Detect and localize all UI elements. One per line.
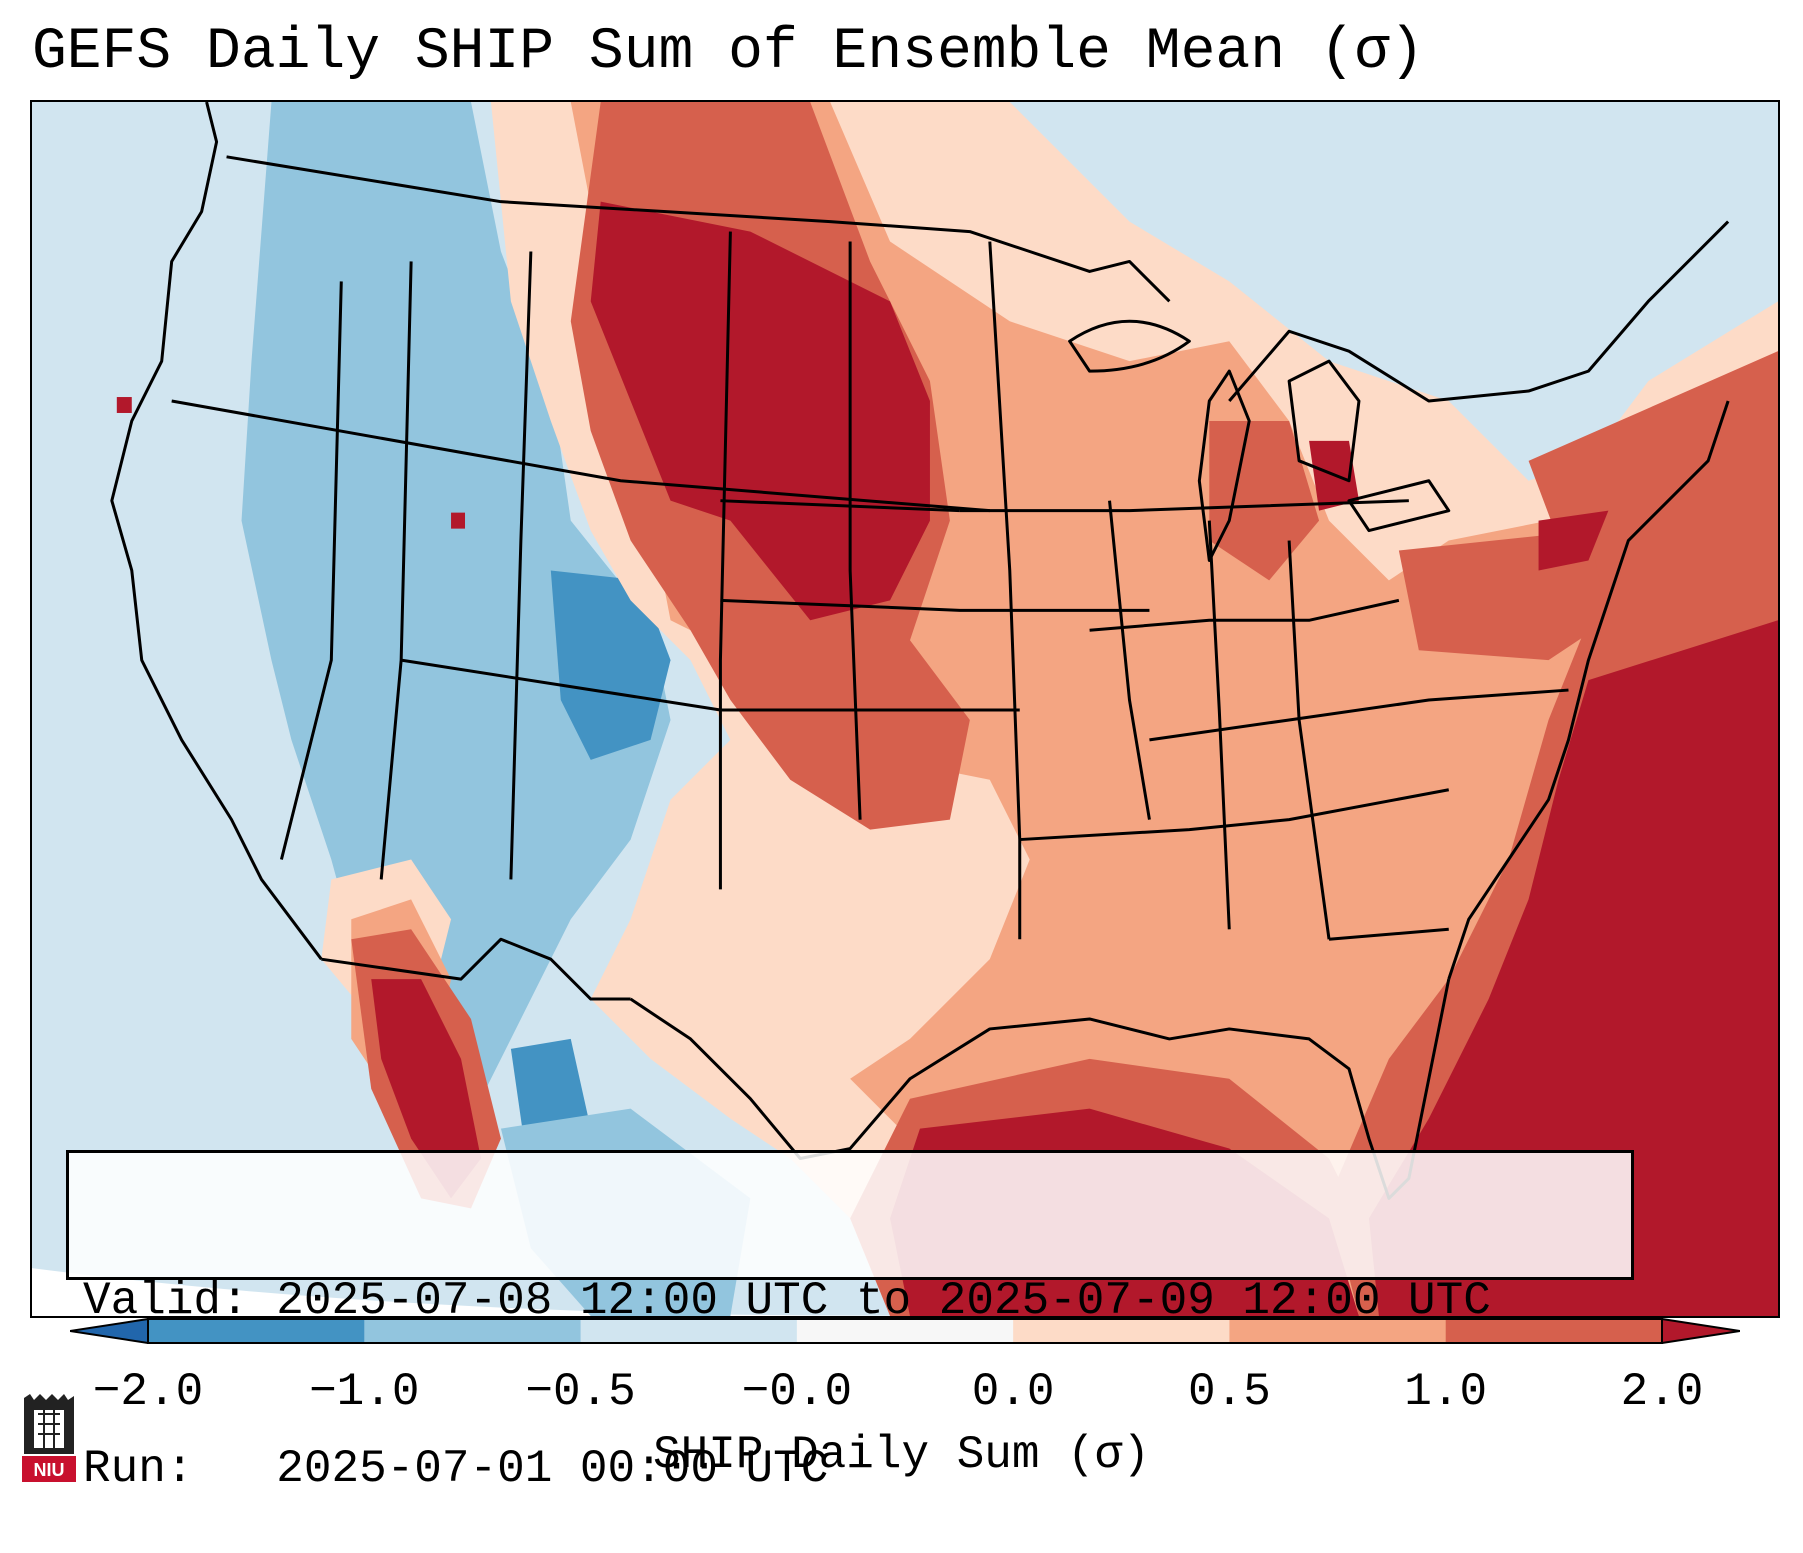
colorbar-bin: [1229, 1319, 1447, 1343]
colorbar-bin: [796, 1319, 1014, 1343]
run-label: Run:: [83, 1443, 194, 1495]
colorbar-outline: [147, 1318, 1663, 1344]
colorbar-tick-label: −0.5: [525, 1366, 636, 1418]
logo-text: NIU: [34, 1460, 65, 1480]
logo-window: [34, 1410, 64, 1448]
colorbar-tick-label: −1.0: [309, 1366, 420, 1418]
map-title: GEFS Daily SHIP Sum of Ensemble Mean (σ): [32, 20, 1425, 85]
colorbar-bin: [148, 1319, 365, 1343]
colorbar-tick-label: −2.0: [92, 1366, 204, 1418]
run-row: Run: 2025-07-01 00:00 UTC: [83, 1441, 1631, 1497]
logo-band: [22, 1456, 76, 1482]
colorbar-label: SHIP Daily Sum (σ): [653, 1429, 1150, 1481]
map-panel: [30, 100, 1780, 1318]
colorbar-tick-label: 0.0: [971, 1366, 1055, 1418]
colorbar-bins: [148, 1319, 1663, 1343]
colorbar-bin: [580, 1319, 798, 1343]
colorbar: [70, 1318, 1740, 1344]
valid-run-info-box: Valid: 2025-07-08 12:00 UTC to 2025-07-0…: [66, 1150, 1634, 1495]
anomaly-map: [32, 102, 1778, 1316]
colorbar-under-arrow: [70, 1318, 149, 1344]
run-value: 2025-07-01 00:00 UTC: [276, 1443, 829, 1495]
logo-window-grid: [38, 1410, 60, 1448]
colorbar-bin: [1013, 1319, 1230, 1343]
colorbar-tick-label: 0.5: [1188, 1366, 1271, 1418]
colorbar-bin: [364, 1319, 582, 1343]
colorbar-tick-label: 1.0: [1404, 1366, 1488, 1418]
boundary-lines: [110, 102, 1730, 1200]
colorbar-tick-label: −0.0: [741, 1366, 853, 1418]
colorbar-bin: [1445, 1319, 1663, 1343]
niu-logo: NIU: [22, 1394, 76, 1482]
colorbar-tick-label: 2.0: [1620, 1366, 1704, 1418]
colorbar-over-arrow: [1661, 1318, 1740, 1344]
